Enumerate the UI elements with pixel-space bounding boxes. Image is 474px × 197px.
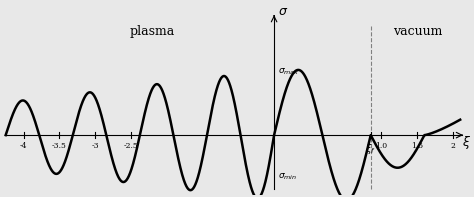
Text: $\sigma_{min}$: $\sigma_{min}$: [278, 171, 298, 182]
Text: -4: -4: [20, 142, 27, 150]
Text: plasma: plasma: [130, 25, 175, 38]
Text: 2: 2: [451, 142, 456, 150]
Text: 1.0: 1.0: [375, 142, 388, 150]
Text: $\xi$: $\xi$: [462, 134, 471, 151]
Text: $\xi_f$: $\xi_f$: [365, 142, 376, 156]
Text: $\sigma_{max}$: $\sigma_{max}$: [278, 67, 300, 77]
Text: -3: -3: [91, 142, 99, 150]
Text: vacuum: vacuum: [392, 25, 442, 38]
Text: 1.5: 1.5: [411, 142, 423, 150]
Text: -3.5: -3.5: [52, 142, 67, 150]
Text: $\sigma$: $\sigma$: [278, 5, 288, 18]
Text: -2.5: -2.5: [124, 142, 138, 150]
